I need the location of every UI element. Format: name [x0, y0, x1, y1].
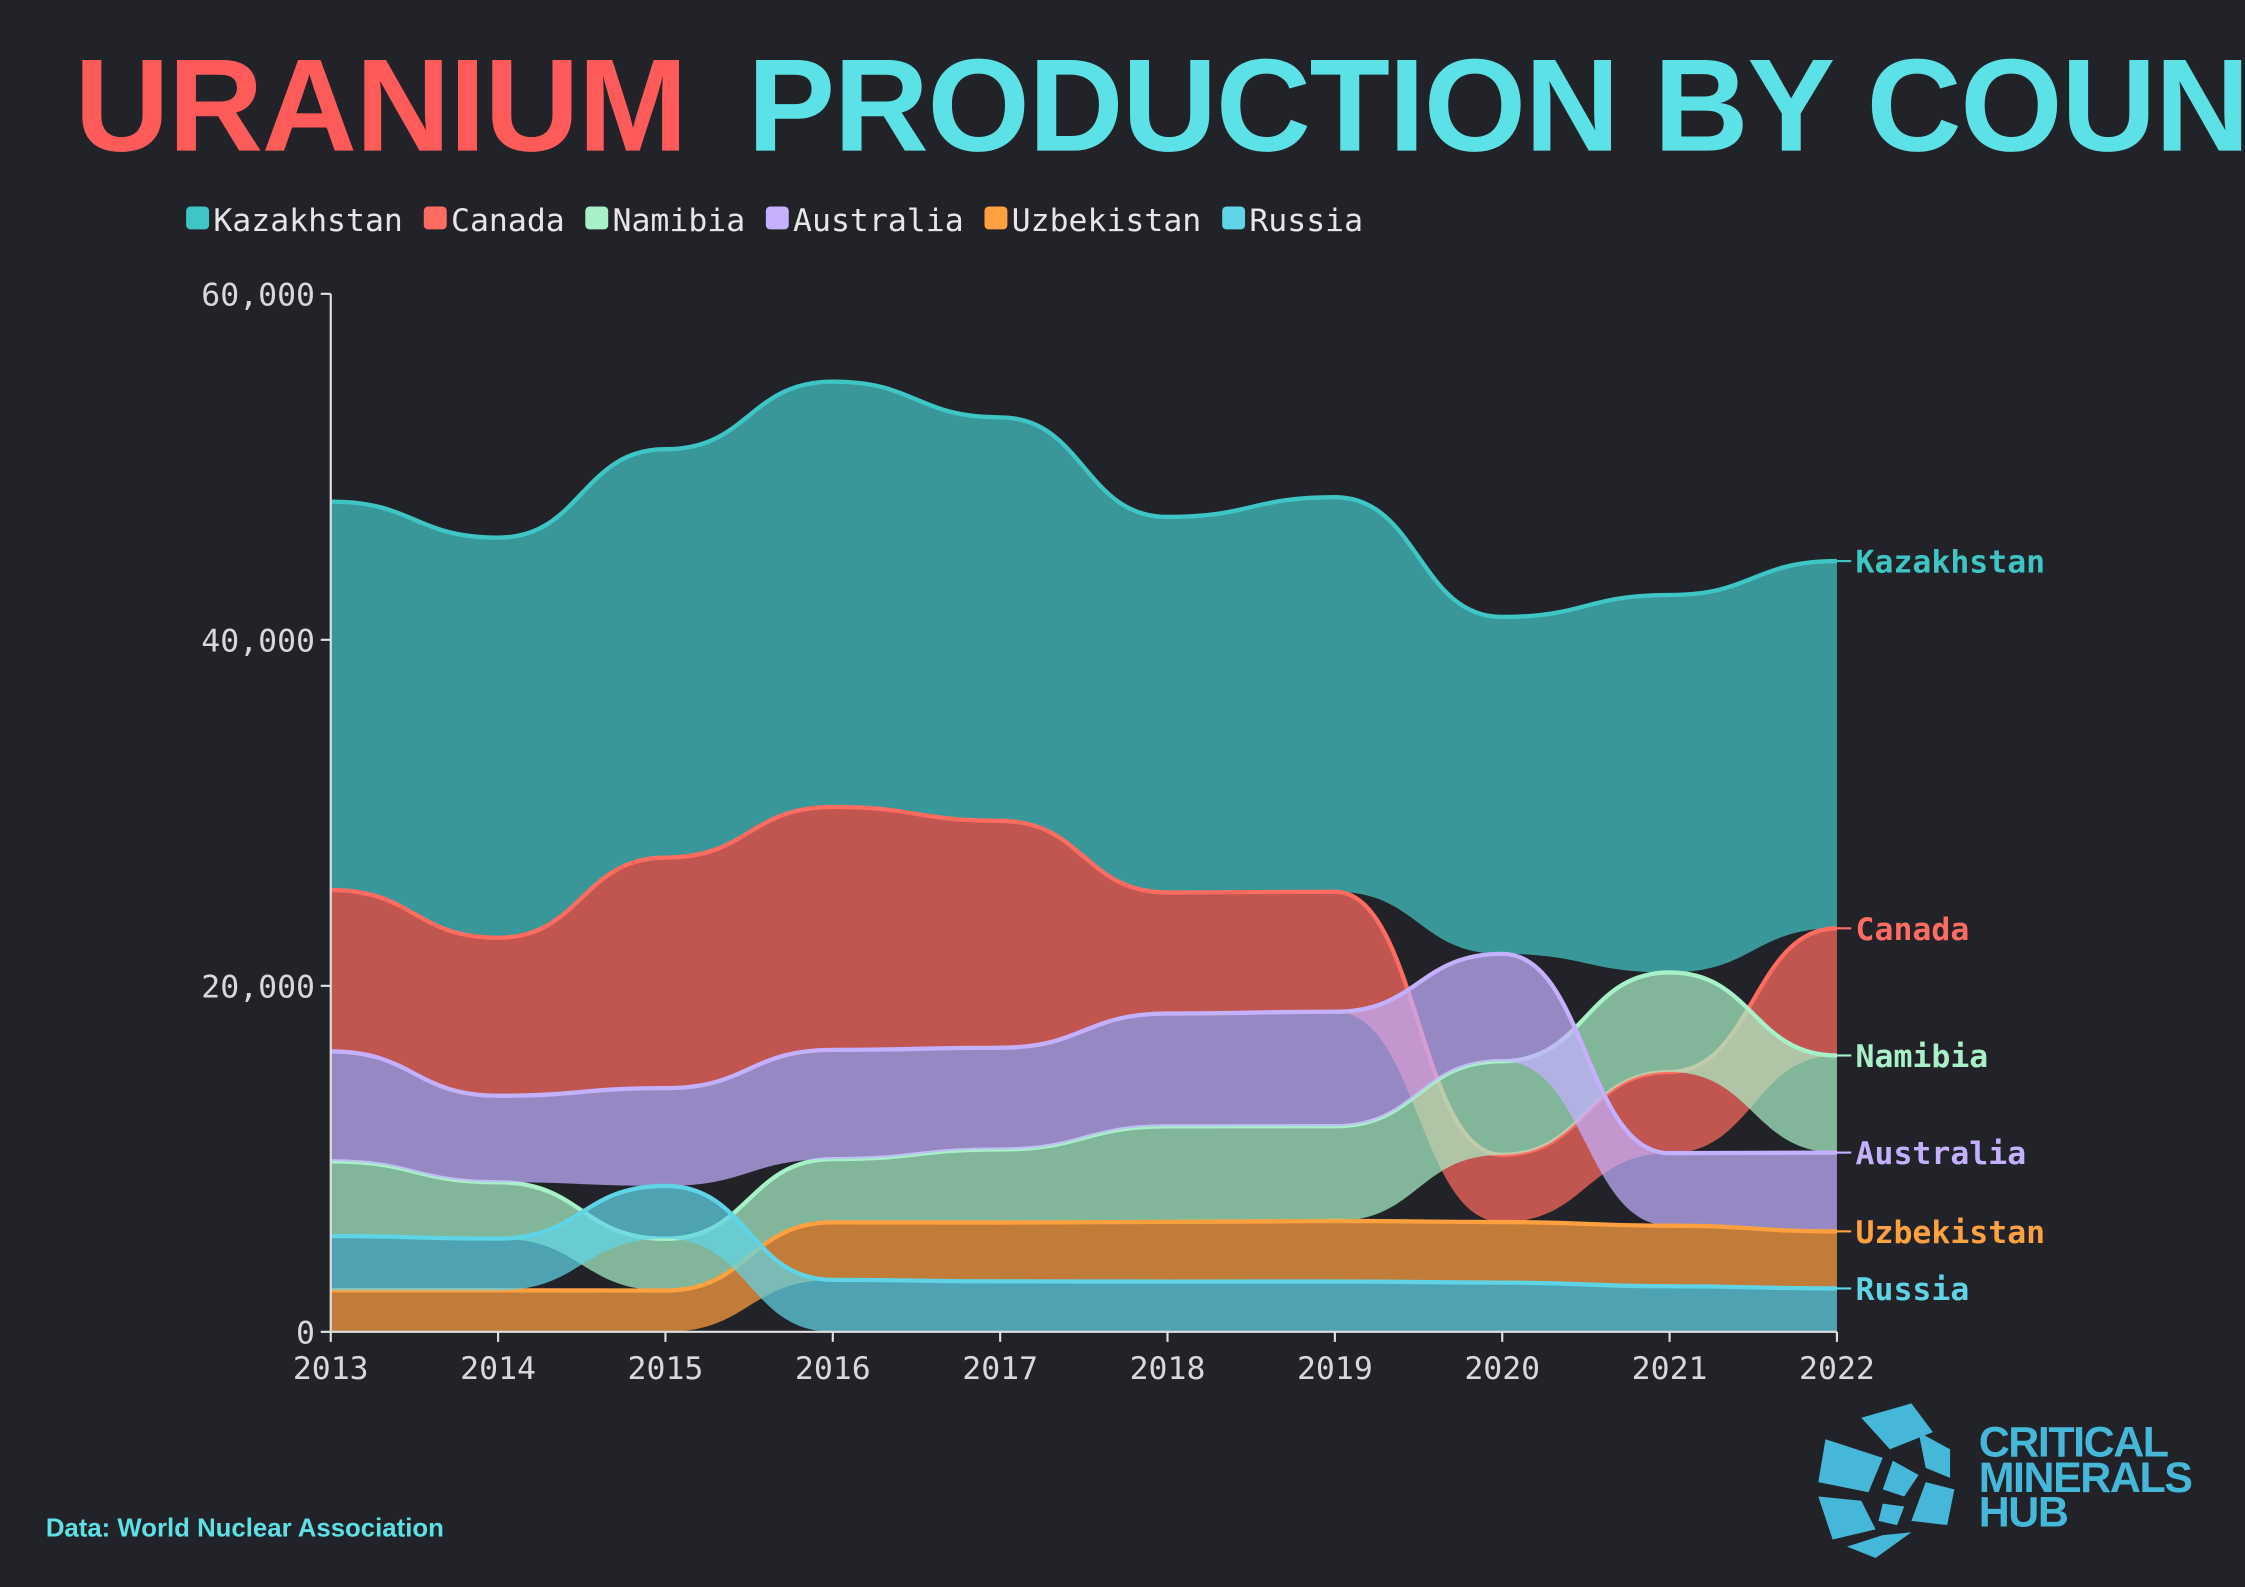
source-note: Data: World Nuclear Association — [46, 1515, 444, 1543]
y-tick-label: 20,000 — [201, 969, 315, 1005]
legend-label-kazakhstan: Kazakhstan — [213, 203, 403, 239]
series-line-russia — [330, 1183, 1837, 1291]
area-band-russia — [330, 1185, 1837, 1332]
title-part-uranium: URANIUM — [74, 32, 686, 179]
x-tick-label: 2014 — [460, 1351, 536, 1387]
end-label-canada: Canada — [1856, 912, 1970, 948]
area-band-australia — [330, 953, 1837, 1232]
legend: Kazakhstan Canada Namibia Australia Uzbekist… — [186, 203, 1363, 239]
logo-text-line-1: CRITICAL — [1979, 1418, 2168, 1466]
x-tick-label: 2013 — [293, 1351, 369, 1387]
area-band-namibia — [330, 972, 1837, 1291]
area-band-kazakhstan — [330, 381, 1837, 973]
y-tick-label: 0 — [296, 1315, 315, 1351]
end-label-kazakhstan: Kazakhstan — [1856, 545, 2046, 581]
end-labels: Kazakhstan Canada Namibia Australia Uzbekist… — [1836, 545, 2046, 1308]
end-label-namibia: Namibia — [1856, 1039, 1989, 1075]
series-line-australia — [330, 951, 1837, 1156]
legend-swatch-russia — [1222, 206, 1246, 230]
logo-text-line-2: MINERALS — [1979, 1454, 2192, 1502]
area-band-canada — [330, 806, 1837, 1223]
logo: CRITICAL MINERALS HUB — [1818, 1403, 2193, 1559]
legend-label-russia: Russia — [1249, 203, 1363, 239]
legend-swatch-australia — [765, 206, 789, 230]
legend-label-uzbekistan: Uzbekistan — [1012, 203, 1202, 239]
logo-text-line-3: HUB — [1979, 1489, 2068, 1537]
title-part-production: PRODUCTION BY COUNTRY — [747, 32, 2245, 179]
legend-label-australia: Australia — [793, 203, 964, 239]
legend-label-namibia: Namibia — [613, 203, 746, 239]
end-label-australia: Australia — [1856, 1136, 2027, 1172]
x-tick-label: 2015 — [628, 1351, 704, 1387]
area-band-uzbekistan — [330, 1220, 1837, 1332]
y-tick-label: 40,000 — [201, 623, 315, 659]
end-label-uzbekistan: Uzbekistan — [1856, 1215, 2046, 1251]
y-tick-label: 60,000 — [201, 277, 315, 313]
series-line-uzbekistan — [330, 1218, 1837, 1293]
logo-hexagon-icon — [1818, 1403, 1955, 1559]
x-tick-label: 2021 — [1632, 1351, 1708, 1387]
legend-swatch-canada — [423, 206, 447, 230]
area-bands — [330, 379, 1837, 1332]
end-label-russia: Russia — [1856, 1272, 1970, 1308]
x-tick-label: 2018 — [1130, 1351, 1206, 1387]
legend-label-canada: Canada — [451, 203, 565, 239]
x-tick-label: 2020 — [1464, 1351, 1540, 1387]
legend-swatch-uzbekistan — [984, 206, 1008, 230]
x-tick-label: 2022 — [1799, 1351, 1875, 1387]
chart-title: URANIUM PRODUCTION BY COUNTRY — [74, 32, 2245, 179]
axes: 0 20,000 40,000 60,000 2013 2014 2015 2016 2017 2… — [201, 277, 1875, 1387]
legend-swatch-namibia — [585, 206, 609, 230]
legend-swatch-kazakhstan — [186, 206, 210, 230]
x-tick-label: 2019 — [1297, 1351, 1373, 1387]
series-line-kazakhstan — [330, 379, 1837, 620]
x-tick-label: 2016 — [795, 1351, 871, 1387]
x-tick-label: 2017 — [962, 1351, 1038, 1387]
